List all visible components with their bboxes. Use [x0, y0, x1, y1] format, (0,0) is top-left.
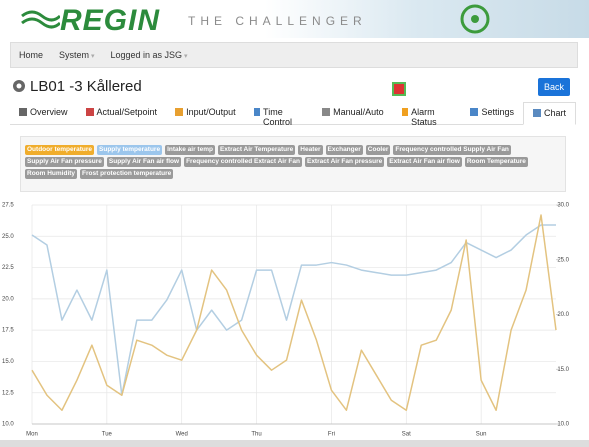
tab[interactable]: Actual/Setpoint [77, 102, 167, 124]
y2-tick-label: 10.0 [557, 422, 569, 428]
tab-label: Settings [481, 107, 514, 124]
logo[interactable]: REGIN [60, 4, 160, 38]
legend-chip[interactable]: Frequency controlled Supply Air Fan [393, 145, 511, 155]
legend-chip[interactable]: Extract Air Fan pressure [305, 157, 384, 167]
tab-label: Alarm Status [411, 107, 452, 124]
back-button[interactable]: Back [538, 78, 570, 96]
tab[interactable]: Time Control [245, 102, 314, 124]
legend-chip[interactable]: Cooler [366, 145, 391, 155]
tab[interactable]: Settings [461, 102, 523, 124]
status-indicator [392, 82, 406, 96]
tab-label: Actual/Setpoint [97, 107, 158, 124]
legend-chip[interactable]: Supply Air Fan air flow [107, 157, 181, 167]
legend-chip[interactable]: Extract Air Fan air flow [387, 157, 462, 167]
y-tick-label: 22.5 [2, 265, 14, 271]
logo-mark [20, 8, 60, 30]
legend-chip[interactable]: Room Temperature [465, 157, 528, 167]
nav-bar: Home System Logged in as JSG [10, 42, 578, 68]
badge-icon [455, 4, 495, 34]
tab-label: Time Control [263, 107, 304, 124]
legend-chip[interactable]: Room Humidity [25, 169, 77, 179]
tab-label: Overview [30, 107, 68, 124]
y-tick-label: 25.0 [2, 234, 14, 240]
y2-tick-label: 30.0 [557, 203, 569, 209]
header: REGIN THE CHALLENGER [0, 0, 589, 38]
x-tick-label: Fri [328, 432, 335, 438]
y-tick-label: 12.5 [2, 390, 14, 396]
tab[interactable]: Chart [523, 102, 576, 125]
tab[interactable]: Overview [10, 102, 77, 124]
x-tick-label: Thu [251, 432, 261, 438]
x-tick-label: Sun [476, 432, 487, 438]
chart: 10.0 12.5 15.0 17.5 20.0 22.5 25.0 27.5 10.0 15.0… [0, 198, 589, 440]
page-title: LB01 -3 Kållered [30, 78, 142, 95]
tab-bar: Overview Actual/Setpoint Input/Output Ti… [10, 102, 576, 125]
legend-chip[interactable]: Frost protection temperature [80, 169, 173, 179]
tab-label: Chart [544, 108, 566, 124]
legend-chip[interactable]: Exchanger [326, 145, 363, 155]
legend-chip[interactable]: Outdoor temperature [25, 145, 94, 155]
y-tick-label: 15.0 [2, 359, 14, 365]
y2-tick-label: 25.0 [557, 257, 569, 263]
x-tick-label: Wed [176, 432, 188, 438]
nav-user[interactable]: Logged in as JSG [111, 50, 188, 60]
footer-bar [0, 440, 589, 447]
page: REGIN THE CHALLENGER Home System Logged … [0, 0, 589, 447]
unit-icon [12, 79, 26, 93]
tab[interactable]: Input/Output [166, 102, 245, 124]
series-line [32, 215, 556, 410]
series-line [32, 225, 556, 395]
y2-tick-label: 15.0 [557, 367, 569, 373]
x-tick-label: Sat [402, 432, 411, 438]
legend-chip[interactable]: Heater [298, 145, 322, 155]
tab[interactable]: Alarm Status [393, 102, 462, 124]
x-tick-label: Tue [102, 432, 113, 438]
tab-label: Manual/Auto [333, 107, 384, 124]
y-tick-label: 17.5 [2, 328, 14, 334]
tab[interactable]: Manual/Auto [313, 102, 393, 124]
nav-system[interactable]: System [59, 50, 94, 60]
legend-chip[interactable]: Supply Air Fan pressure [25, 157, 104, 167]
legend-chip[interactable]: Extract Air Temperature [218, 145, 295, 155]
y-tick-label: 20.0 [2, 296, 14, 302]
legend-chip[interactable]: Intake air temp [165, 145, 215, 155]
nav-home[interactable]: Home [19, 50, 43, 60]
y-tick-label: 10.0 [2, 422, 14, 428]
x-tick-label: Mon [26, 432, 38, 438]
tab-label: Input/Output [186, 107, 236, 124]
y2-tick-label: 20.0 [557, 312, 569, 318]
y-tick-label: 27.5 [2, 203, 14, 209]
tagline: THE CHALLENGER [188, 14, 367, 28]
legend-chip[interactable]: Frequency controlled Extract Air Fan [184, 157, 302, 167]
legend-chip[interactable]: Supply temperature [97, 145, 162, 155]
